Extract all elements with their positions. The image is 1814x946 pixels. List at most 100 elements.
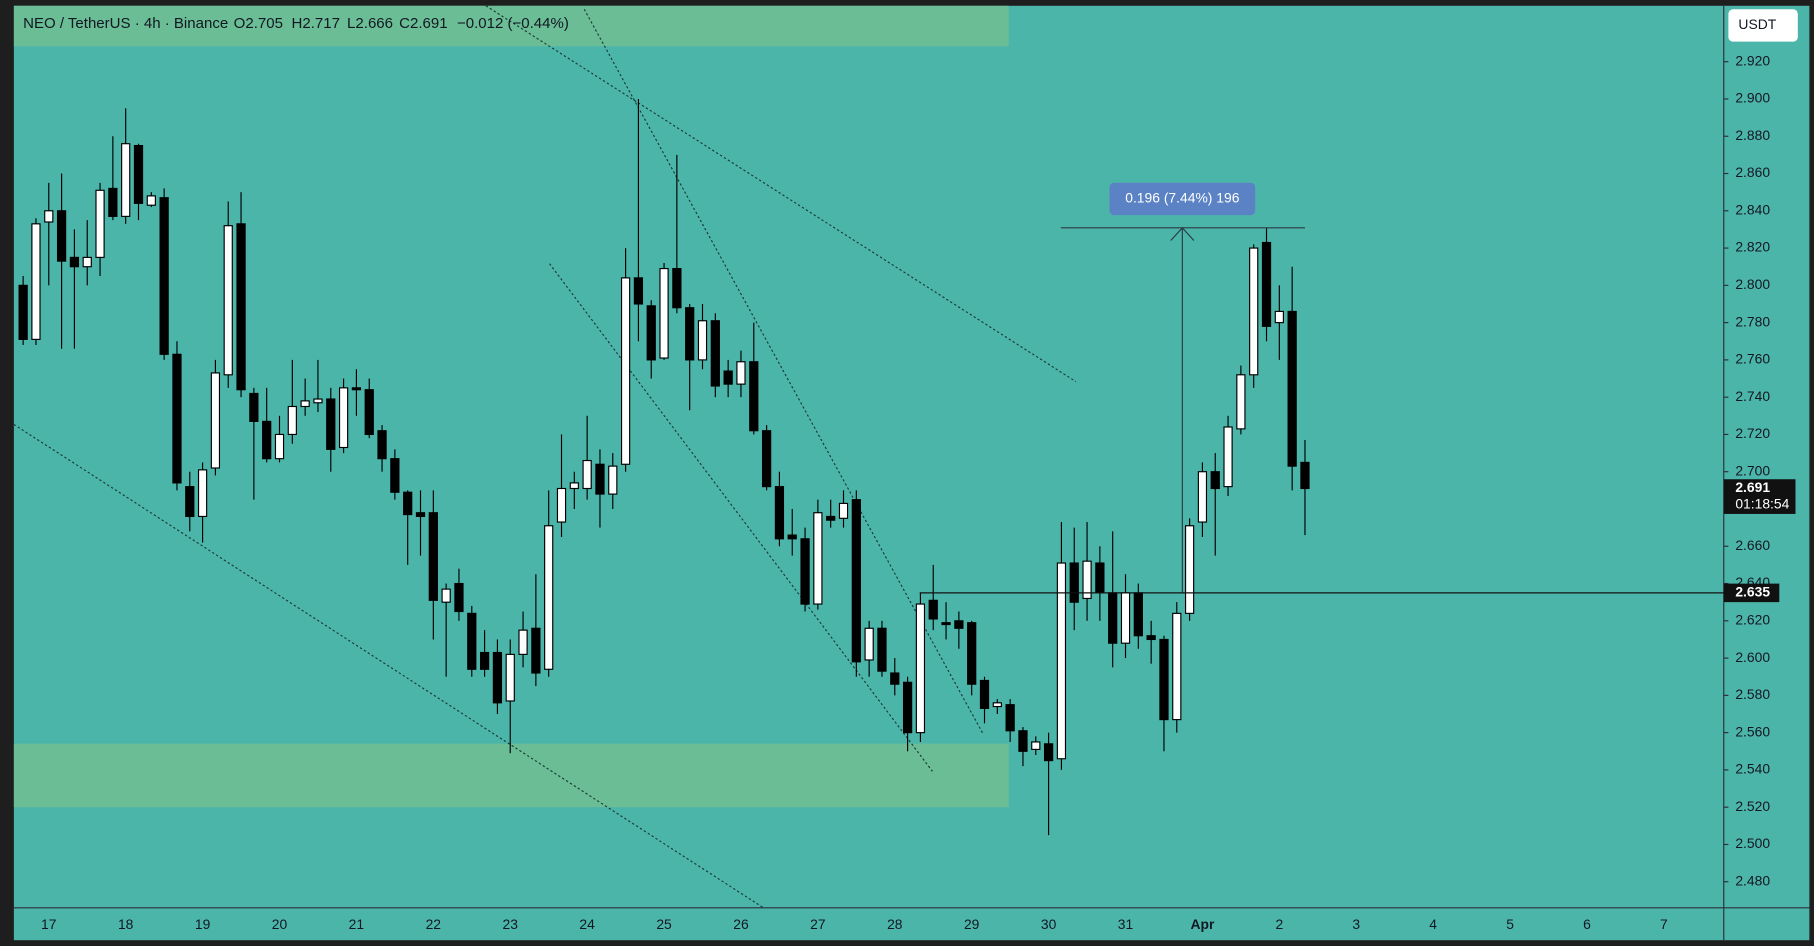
last-price-box: [1723, 479, 1796, 514]
high-value: H2.717: [292, 15, 340, 32]
candle-body: [1223, 426, 1233, 488]
candle-body: [531, 627, 541, 674]
candle-body: [133, 144, 144, 204]
candle-body: [659, 267, 669, 359]
candle-body: [1236, 374, 1246, 430]
candle-body: [300, 400, 310, 408]
candle-body: [108, 187, 118, 217]
candle-body: [710, 320, 720, 387]
candle-body: [633, 277, 644, 305]
candle-body: [749, 361, 759, 432]
candle-body: [69, 256, 80, 268]
x-tick-label: 27: [810, 916, 826, 932]
candle-body: [813, 512, 823, 605]
candle-body: [1261, 241, 1272, 327]
candle-body: [287, 405, 297, 436]
candle-body: [159, 197, 169, 355]
y-tick-label: 2.820: [1735, 239, 1770, 255]
candle-body: [941, 622, 951, 626]
y-tick-label: 2.760: [1735, 351, 1770, 367]
candle-body: [672, 267, 682, 309]
y-tick-label: 2.580: [1735, 686, 1770, 702]
candle-body: [838, 502, 849, 519]
candle-body: [223, 225, 233, 376]
candle-body: [518, 629, 528, 655]
candle-body: [569, 482, 579, 490]
candle-body: [492, 651, 503, 704]
candle-body: [800, 538, 810, 605]
low-value: L2.666: [347, 15, 393, 32]
candle-body: [697, 320, 708, 361]
zone-top: [13, 5, 1009, 47]
trend-line: [13, 423, 764, 909]
candle-body: [620, 277, 631, 465]
candle-body: [467, 612, 477, 670]
y-tick-label: 2.800: [1735, 276, 1770, 292]
candle-body: [262, 420, 272, 460]
y-tick-label: 2.780: [1735, 313, 1770, 329]
candle-body: [1005, 704, 1015, 732]
x-tick-label: 31: [1118, 916, 1134, 932]
candle-body: [928, 599, 938, 620]
candle-body: [441, 588, 451, 603]
currency-button[interactable]: [1728, 9, 1798, 42]
y-tick-label: 2.500: [1735, 835, 1770, 851]
y-tick-label: 2.840: [1735, 201, 1770, 217]
x-tick-label: 28: [887, 916, 903, 932]
candle-body: [274, 433, 285, 460]
candle-body: [1133, 592, 1143, 637]
candle-body: [646, 305, 656, 361]
candle-body: [31, 223, 41, 340]
price-line-label: 2.635: [1735, 584, 1770, 600]
candle-body: [313, 398, 323, 404]
candle-body: [851, 499, 861, 663]
y-tick-label: 2.480: [1735, 872, 1770, 888]
candle-body: [1146, 635, 1156, 641]
candle-body: [390, 458, 400, 493]
x-tick-label: 5: [1506, 916, 1514, 932]
plot: [18, 98, 1310, 836]
candle-body: [582, 459, 592, 490]
x-tick-label: 24: [579, 916, 595, 932]
measure-label-box: [1109, 182, 1256, 216]
candle-body: [967, 622, 977, 685]
candle-body: [787, 534, 797, 540]
candle-body: [1300, 461, 1310, 490]
candle-body: [877, 627, 887, 672]
candle-body: [236, 223, 246, 391]
y-tick-label: 2.740: [1735, 388, 1770, 404]
candle-body: [826, 515, 836, 521]
countdown-label: 01:18:54: [1735, 495, 1789, 511]
x-tick-label: 7: [1660, 916, 1668, 932]
x-tick-label: 26: [733, 916, 749, 932]
candle-body: [249, 392, 259, 422]
currency-label[interactable]: USDT: [1738, 16, 1776, 32]
x-tick-label: 2: [1275, 916, 1283, 932]
candle-body: [428, 512, 438, 601]
candle-body: [197, 469, 208, 518]
y-tick-label: 2.700: [1735, 462, 1770, 478]
candle-body: [185, 486, 195, 518]
candle-body: [544, 525, 554, 670]
x-tick-label: 22: [426, 916, 442, 932]
candle-body: [608, 465, 618, 495]
candle-body: [864, 627, 874, 661]
candle-body: [902, 681, 913, 734]
candle-body: [890, 672, 900, 685]
candle-body: [979, 679, 990, 709]
candle-body: [415, 512, 426, 518]
candle-body: [1287, 310, 1297, 467]
x-tick-label: 23: [503, 916, 519, 932]
candle-body: [121, 143, 131, 217]
x-tick-label: 25: [656, 916, 672, 932]
x-tick-label: 29: [964, 916, 980, 932]
x-tick-label: Apr: [1190, 916, 1214, 932]
candle-body: [1249, 247, 1259, 376]
candle-body: [338, 387, 349, 449]
candle-body: [595, 463, 605, 495]
x-tick-label: 3: [1352, 916, 1360, 932]
candle-body: [479, 651, 490, 670]
candle-body: [1197, 471, 1208, 523]
x-tick-label: 18: [118, 916, 134, 932]
